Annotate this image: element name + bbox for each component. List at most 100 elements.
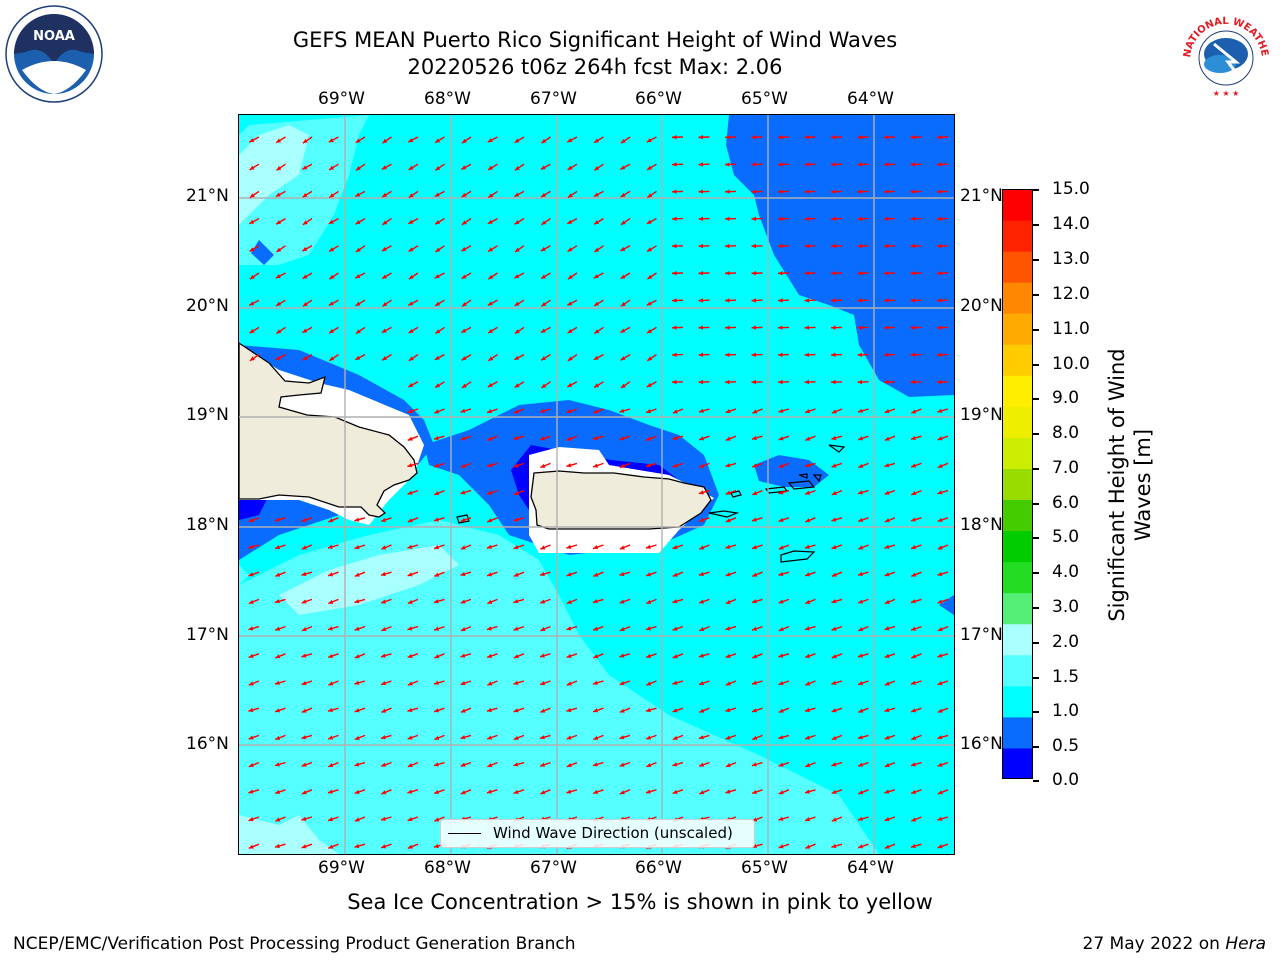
wind-wave-arrowhead: [355, 301, 361, 306]
top-lon-label-64w: 64°W: [847, 89, 894, 109]
wind-wave-arrowhead: [910, 298, 916, 303]
wind-wave-arrows: [248, 135, 949, 849]
wind-wave-arrowhead: [302, 274, 308, 279]
wind-wave-arrowhead: [911, 409, 917, 414]
wind-wave-arrowhead: [620, 328, 626, 333]
wind-wave-arrowhead: [593, 409, 599, 414]
wind-wave-arrowhead: [407, 544, 413, 549]
wind-wave-arrowhead: [487, 572, 493, 577]
wind-wave-arrowhead: [434, 708, 440, 713]
wind-wave-arrowhead: [937, 243, 942, 249]
wind-wave-arrowhead: [911, 708, 917, 713]
wind-wave-arrowhead: [354, 599, 360, 604]
colorbar-tick-mark: [1033, 398, 1039, 400]
wind-wave-arrowhead: [513, 435, 519, 441]
wind-wave-arrowhead: [831, 572, 837, 577]
wind-wave-arrowhead: [672, 298, 677, 303]
colorbar-tick-mark: [1033, 503, 1039, 505]
wind-wave-arrowhead: [831, 298, 836, 303]
wind-wave-arrowhead: [778, 189, 783, 194]
wind-wave-arrowhead: [937, 298, 942, 303]
wind-wave-arrowhead: [461, 328, 467, 333]
wind-wave-arrowhead: [646, 763, 652, 768]
wind-wave-arrowhead: [884, 789, 890, 794]
wind-wave-arrowhead: [275, 735, 281, 740]
wind-wave-arrowhead: [858, 463, 864, 468]
chart-title: GEFS MEAN Puerto Rico Significant Height…: [292, 28, 898, 52]
wind-wave-arrowhead: [248, 735, 254, 740]
sea-ice-note: Sea Ice Concentration > 15% is shown in …: [347, 890, 933, 914]
wind-wave-arrowhead: [858, 517, 864, 522]
wind-wave-arrowhead: [408, 274, 414, 280]
wind-wave-arrowhead: [566, 653, 572, 658]
top-lon-label-67w: 67°W: [530, 89, 577, 109]
wind-wave-arrowhead: [804, 325, 810, 330]
wind-wave-arrowhead: [514, 274, 520, 279]
wind-wave-arrowhead: [805, 763, 811, 768]
wind-wave-arrowhead: [460, 599, 466, 604]
wind-wave-arrowhead: [937, 436, 943, 441]
wind-wave-arrowhead: [487, 409, 493, 414]
colorbar-tick-label: 10.0: [1052, 354, 1090, 374]
wind-wave-arrowhead: [751, 189, 757, 194]
wind-wave-arrowhead: [301, 790, 307, 795]
wave-field-2-to-3: [239, 125, 459, 854]
wind-wave-arrowhead: [539, 571, 545, 577]
wind-wave-arrowhead: [541, 220, 547, 225]
top-lon-label-66w: 66°W: [635, 89, 682, 109]
wind-wave-arrowhead: [487, 681, 493, 686]
wind-wave-arrowhead: [937, 325, 942, 330]
wind-wave-arrowhead: [355, 138, 361, 143]
wind-wave-arrowhead: [460, 735, 466, 740]
wind-wave-arrowhead: [486, 463, 492, 468]
wind-wave-arrowhead: [275, 789, 281, 794]
colorbar-tick-mark: [1033, 780, 1039, 782]
wind-wave-arrowhead: [858, 762, 864, 767]
wind-wave-arrowhead: [434, 355, 440, 360]
wind-wave-arrowhead: [857, 271, 863, 276]
wind-wave-arrowhead: [380, 735, 386, 740]
wind-wave-arrowhead: [937, 816, 943, 821]
colorbar-tick-label: 8.0: [1052, 423, 1080, 443]
wind-wave-arrowhead: [382, 274, 388, 279]
wind-wave-arrowhead: [672, 708, 678, 713]
wind-wave-arrowhead: [804, 789, 810, 794]
wind-wave-arrowhead: [354, 762, 360, 767]
wind-wave-arrowhead: [910, 599, 916, 604]
wind-wave-arrowhead: [804, 544, 810, 549]
wind-wave-arrowhead: [646, 382, 652, 387]
wind-wave-arrowhead: [329, 328, 335, 334]
wind-wave-arrowhead: [778, 436, 784, 441]
wind-wave-arrowhead: [355, 247, 361, 252]
wind-wave-arrowhead: [699, 762, 705, 767]
wind-wave-arrowhead: [249, 328, 255, 334]
colorbar-tick-label: 3.0: [1052, 597, 1080, 617]
wind-wave-arrowhead: [937, 735, 943, 740]
wind-wave-arrowhead: [514, 247, 520, 252]
wind-wave-arrowhead: [355, 355, 361, 360]
wind-wave-arrowhead: [488, 165, 494, 170]
wind-wave-arrowhead: [831, 379, 836, 385]
wind-wave-arrowhead: [567, 356, 573, 361]
noaa-logo: NOAA: [4, 4, 104, 104]
wind-wave-arrowhead: [302, 138, 308, 144]
colorbar-segment: [1002, 468, 1033, 501]
wind-wave-arrowhead: [646, 409, 652, 414]
wind-wave-arrowhead: [407, 572, 413, 577]
wind-wave-arrowhead: [619, 627, 625, 632]
wind-wave-arrowhead: [328, 735, 334, 740]
wind-wave-arrowhead: [593, 355, 599, 360]
wind-wave-arrowhead: [778, 517, 784, 522]
wind-wave-arrowhead: [460, 463, 466, 468]
wind-wave-arrowhead: [593, 545, 599, 550]
wind-wave-arrowhead: [804, 243, 810, 249]
colorbar-tick-mark: [1033, 746, 1039, 748]
wind-wave-arrowhead: [884, 653, 890, 658]
wind-wave-arrowhead: [804, 298, 810, 303]
wind-wave-arrowhead: [514, 329, 520, 334]
wind-wave-arrowhead: [857, 816, 863, 821]
wind-wave-arrowhead: [487, 653, 493, 658]
wind-wave-arrowhead: [698, 379, 704, 385]
wind-wave-arrowhead: [857, 325, 863, 330]
wind-wave-arrowhead: [805, 599, 811, 604]
